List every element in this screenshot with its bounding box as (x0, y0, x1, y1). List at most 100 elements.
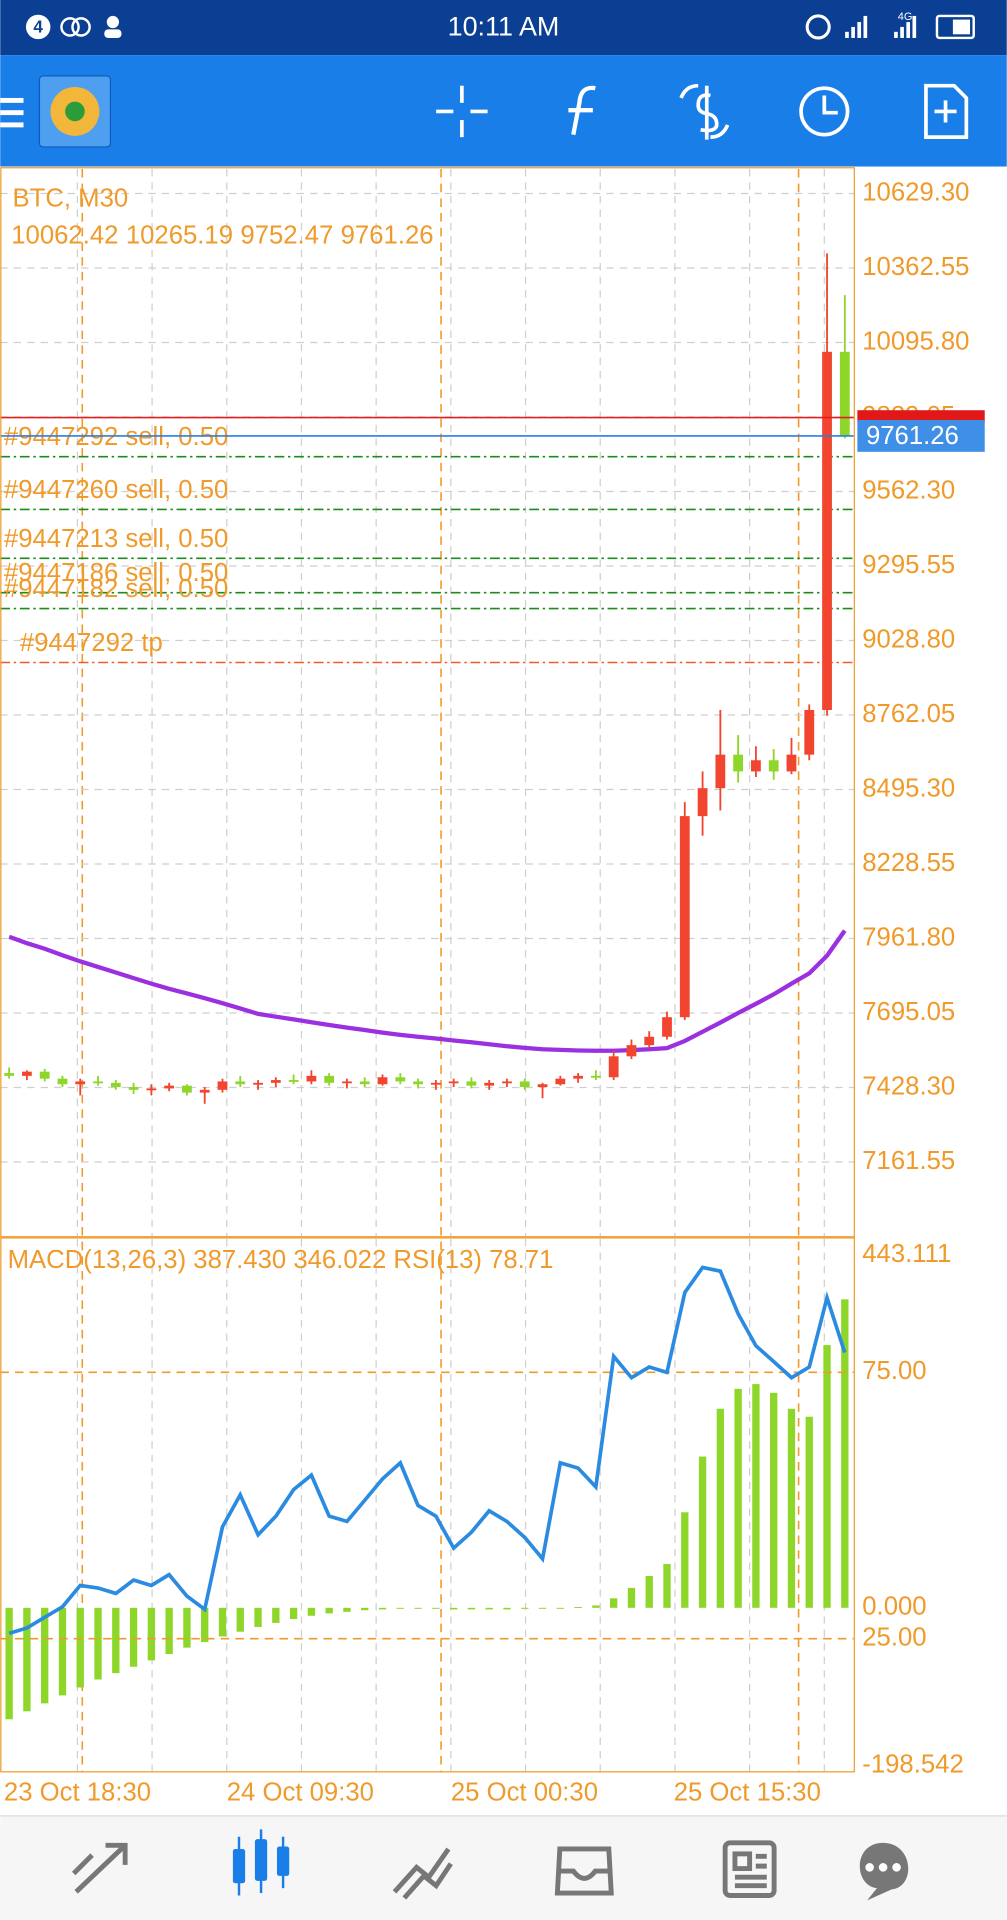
macd-bar (627, 1587, 636, 1608)
macd-bar (752, 1384, 760, 1608)
candle-body (555, 1078, 566, 1085)
candle-body (715, 754, 726, 789)
y-tick-label: 8228.55 (862, 849, 955, 877)
notification-badge (25, 14, 51, 40)
history-tab[interactable] (554, 1846, 614, 1896)
trade-tab[interactable] (392, 1847, 453, 1900)
candle-body (306, 1075, 317, 1082)
ohlc-value: 10265.19 (126, 221, 233, 249)
candle-body (199, 1089, 210, 1093)
candle-body (733, 754, 744, 772)
macd-bar (805, 1416, 813, 1608)
candle-body (128, 1087, 139, 1090)
candle-body (164, 1085, 175, 1089)
app-logo-mark (65, 101, 85, 122)
order-label: #9447292 tp (20, 629, 163, 657)
candle-body (590, 1075, 601, 1078)
y-tick-label: 10362.55 (862, 253, 969, 281)
chart-tab[interactable] (232, 1829, 290, 1896)
macd-bar (574, 1607, 582, 1609)
candle-body (430, 1082, 441, 1085)
candle-body (644, 1036, 655, 1046)
candle-body (822, 351, 832, 710)
period-button[interactable] (799, 86, 850, 137)
macd-bar (307, 1607, 316, 1616)
macd-bar (467, 1607, 476, 1610)
candle-body (573, 1075, 584, 1079)
macd-bar (236, 1607, 244, 1632)
candle-body (324, 1075, 335, 1083)
order-label: #9447260 sell, 0.50 (4, 476, 228, 504)
battery-level (952, 19, 971, 35)
candle-body (217, 1081, 228, 1090)
candle-body (839, 351, 850, 436)
candle-body (377, 1077, 388, 1085)
macd-bar (361, 1607, 369, 1611)
y-tick-label: 7428.30 (862, 1072, 955, 1100)
y-tick-label: 10629.30 (862, 178, 969, 206)
candle-body (395, 1077, 406, 1082)
candle-body (537, 1084, 548, 1088)
y-tick-label: 9562.30 (862, 476, 955, 504)
toolbar (0, 55, 1007, 167)
macd-bar (663, 1564, 671, 1608)
symbols-button[interactable] (679, 83, 730, 140)
macd-bar (485, 1607, 493, 1610)
symbol-label: BTC, M30 (12, 184, 128, 212)
candle-body (22, 1071, 32, 1076)
x-tick-label: 23 Oct 18:30 (4, 1779, 151, 1807)
candle-body (466, 1081, 477, 1086)
indicator-panel-border (0, 1237, 855, 1773)
candle-body (804, 709, 815, 755)
clock: 10:11 AM (448, 11, 560, 41)
quotes-tab[interactable] (71, 1842, 128, 1894)
macd-bar (787, 1408, 796, 1608)
macd-bar (5, 1607, 13, 1720)
x-tick-label: 24 Oct 09:30 (227, 1779, 374, 1807)
candle-body (448, 1081, 459, 1084)
moving-average (8, 929, 847, 1053)
ohlc-value: 9752.47 (240, 221, 333, 249)
candle-body (39, 1071, 50, 1079)
macd-bar (396, 1607, 404, 1609)
macd-bar (325, 1607, 333, 1614)
macd-bar (112, 1607, 120, 1674)
status-icon (104, 29, 122, 38)
status-icon (60, 17, 80, 37)
macd-bar (129, 1607, 138, 1667)
ask-label-box (857, 410, 985, 423)
candle-body (751, 760, 761, 772)
candle-body (786, 754, 797, 772)
menu-button[interactable] (0, 97, 24, 128)
news-tab[interactable] (722, 1840, 777, 1898)
macd-bar (76, 1607, 84, 1688)
notification-count: 4 (33, 17, 43, 37)
macd-bar (414, 1607, 422, 1609)
candle-body (342, 1081, 352, 1084)
macd-bar (734, 1388, 742, 1608)
rsi-line (8, 1265, 847, 1636)
macd-bar (165, 1607, 173, 1655)
y-tick-label: 9295.55 (862, 551, 955, 579)
price-panel-border (0, 167, 855, 1238)
chat-tab[interactable] (859, 1842, 909, 1901)
candle-body (4, 1073, 15, 1076)
macd-bar (218, 1607, 227, 1637)
y-tick-label: 8495.30 (862, 774, 955, 802)
macd-bar (343, 1607, 351, 1612)
new-order-button[interactable] (924, 83, 969, 139)
candle-body (502, 1081, 512, 1084)
chart: 10629.3010362.5510095.809829.059562.3092… (0, 168, 985, 1807)
candle-body (75, 1081, 86, 1085)
macd-bar (592, 1605, 600, 1608)
candle-body (253, 1082, 263, 1085)
order-label: #9447213 sell, 0.50 (4, 525, 228, 553)
network-type: 4G (898, 11, 913, 23)
indicators-button[interactable] (568, 85, 596, 136)
crosshair-button[interactable] (436, 85, 488, 138)
candle-body (270, 1080, 281, 1083)
candle-body (768, 760, 779, 772)
y-tick-label: 7961.80 (862, 923, 955, 951)
order-label: #9447182 sell, 0.50 (4, 575, 228, 603)
